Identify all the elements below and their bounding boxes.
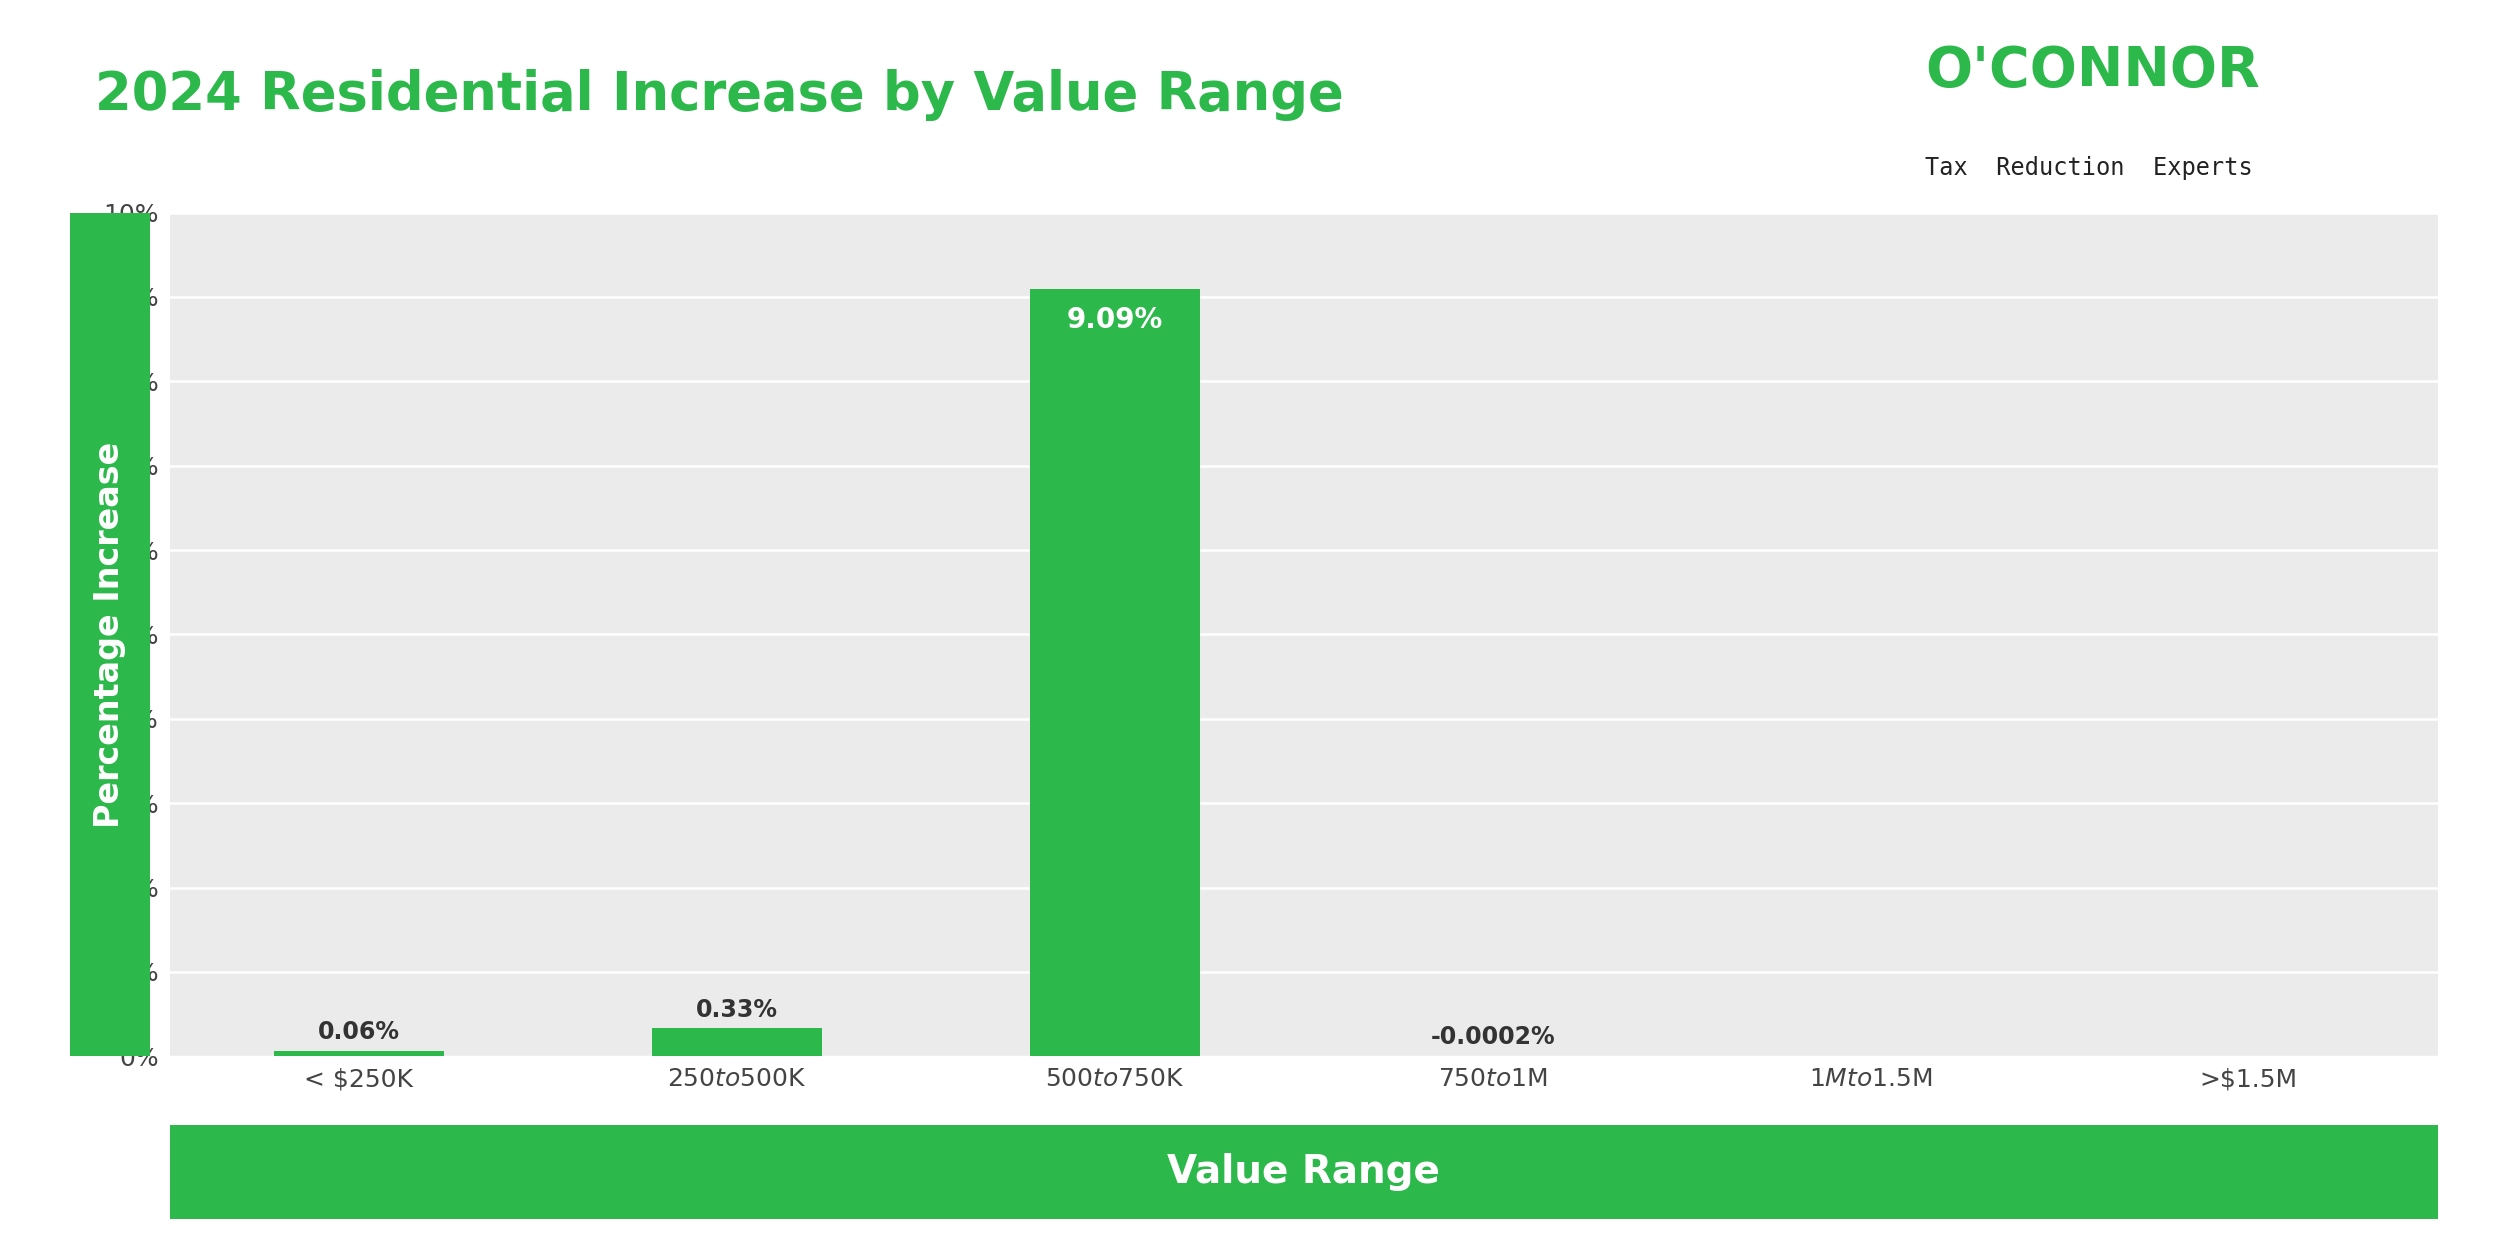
Bar [1030,289,1200,1056]
Text: O'CONNOR: O'CONNOR [1925,44,2260,98]
Text: 9.09%: 9.09% [1068,306,1162,334]
Text: Tax  Reduction  Experts: Tax Reduction Experts [1925,156,2252,180]
Text: 2024 Residential Increase by Value Range: 2024 Residential Increase by Value Range [95,69,1345,121]
Bar [275,1051,445,1056]
Text: 0.06%: 0.06% [318,1020,400,1045]
Text: Value Range: Value Range [1168,1152,1440,1191]
Text: Percentage Increase: Percentage Increase [92,441,128,828]
Text: 0.33%: 0.33% [695,998,778,1021]
Bar [652,1029,822,1056]
Text: -0.0002%: -0.0002% [1430,1025,1555,1050]
